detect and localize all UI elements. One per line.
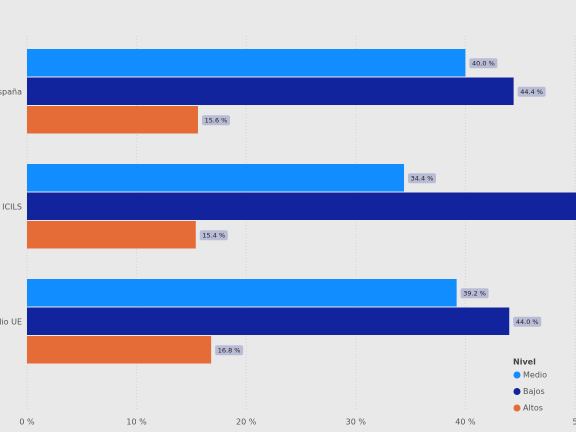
value-label-bg xyxy=(201,115,230,126)
legend-label: Medio xyxy=(523,371,547,380)
bar xyxy=(27,221,196,249)
value-label: 34.4 % xyxy=(411,174,434,182)
y-tick-label: dio UE xyxy=(0,317,22,326)
value-label-bg xyxy=(513,316,542,327)
x-tick-label: 40 % xyxy=(455,418,476,427)
bar xyxy=(27,49,466,77)
legend-label: Altos xyxy=(523,404,543,413)
value-label-bg xyxy=(460,288,489,299)
value-label: 15.6 % xyxy=(205,116,228,124)
bar xyxy=(27,279,457,307)
legend-marker xyxy=(513,404,521,412)
legend-title: Nivel xyxy=(513,358,536,367)
x-tick-label: 5 xyxy=(572,418,576,427)
x-tick-label: 20 % xyxy=(236,418,257,427)
bar xyxy=(27,192,576,220)
value-label: 44.0 % xyxy=(516,318,539,326)
x-tick-label: 30 % xyxy=(346,418,367,427)
legend-marker xyxy=(513,388,521,395)
value-label: 15.4 % xyxy=(202,231,225,239)
bar xyxy=(27,307,510,335)
bar xyxy=(27,77,514,105)
value-label: 39.2 % xyxy=(463,289,486,297)
value-label: 40.0 % xyxy=(472,59,495,67)
bar xyxy=(27,164,405,192)
bar xyxy=(27,336,212,364)
bar xyxy=(27,106,198,134)
value-label-bg xyxy=(517,86,546,97)
value-label-bg xyxy=(408,173,437,184)
value-label: 44.4 % xyxy=(520,88,543,96)
value-label-bg xyxy=(199,230,228,241)
y-tick-label: n ICILS xyxy=(0,202,22,211)
x-tick-label: 0 % xyxy=(19,418,35,427)
value-label-bg xyxy=(215,345,244,356)
legend-marker xyxy=(513,371,521,379)
value-label: 16.8 % xyxy=(218,346,241,354)
legend-label: Bajos xyxy=(523,387,545,396)
x-tick-label: 10 % xyxy=(126,418,147,427)
value-label-bg xyxy=(469,58,498,69)
y-tick-label: spaña xyxy=(0,87,22,96)
